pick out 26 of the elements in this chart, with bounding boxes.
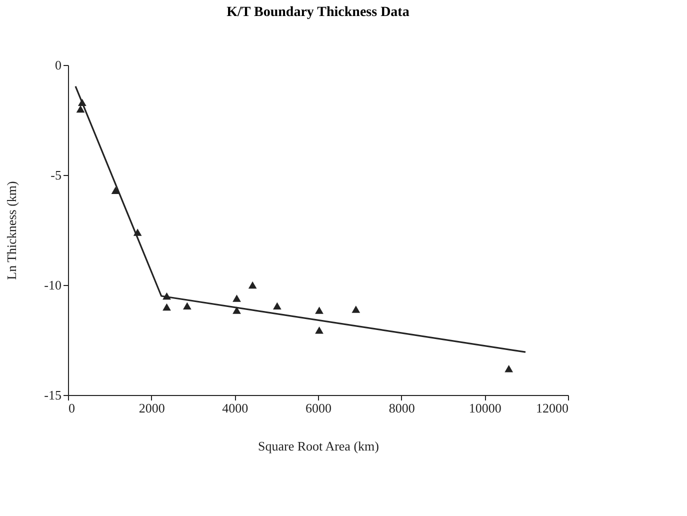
y-tick-label: -15	[44, 388, 62, 402]
point	[504, 364, 514, 372]
point	[315, 326, 324, 334]
point	[182, 302, 192, 310]
point	[232, 294, 241, 302]
point	[76, 105, 85, 113]
point	[162, 303, 171, 311]
chart-title: K/T Boundary Thickness Data	[226, 5, 410, 20]
y-tick-label: -10	[44, 278, 62, 292]
y-tick-label: 0	[55, 58, 62, 72]
x-tick-label: 10000	[468, 400, 502, 416]
y-axis-title: Ln Thickness (km)	[4, 181, 20, 280]
point	[232, 306, 241, 314]
point	[111, 186, 120, 194]
point	[315, 306, 324, 314]
y-tick-label: -5	[50, 168, 62, 182]
point	[248, 281, 257, 289]
point	[272, 302, 282, 310]
x-tick-label: 8000	[388, 400, 415, 416]
x-tick-label: 2000	[138, 400, 165, 416]
x-tick-label: 12000	[536, 400, 568, 416]
point	[352, 306, 360, 313]
x-tick-label: 0	[68, 400, 75, 416]
x-tick-label: 6000	[306, 400, 332, 416]
x-tick-label: 4000	[222, 400, 248, 416]
x-axis-title: Square Root Area (km)	[258, 438, 379, 454]
